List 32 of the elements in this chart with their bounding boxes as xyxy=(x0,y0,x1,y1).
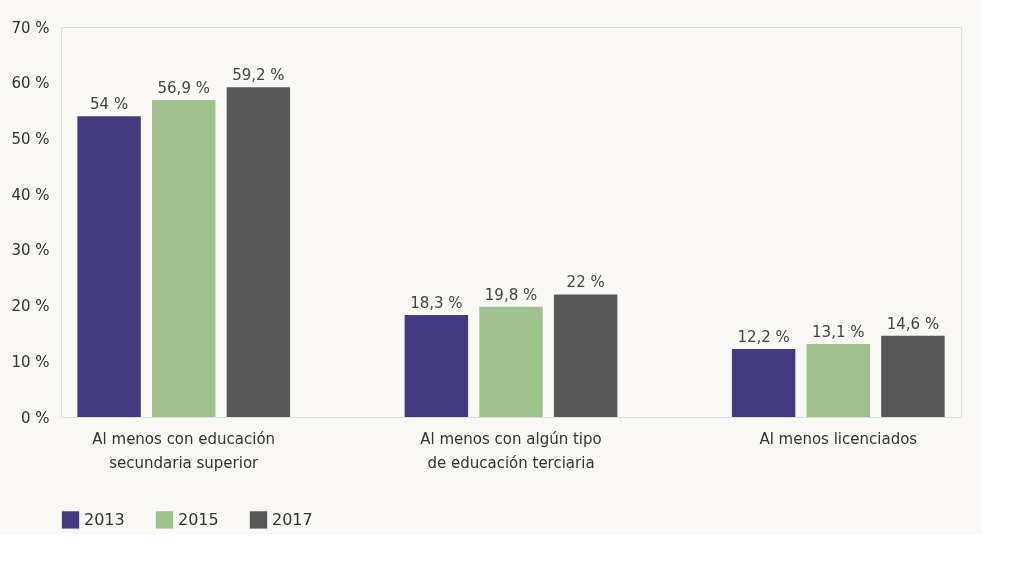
y-tick-label: 10 % xyxy=(11,352,50,371)
y-tick-label: 60 % xyxy=(11,74,50,93)
bar xyxy=(226,87,291,417)
legend-label: 2015 xyxy=(178,509,219,529)
data-label: 12,2 % xyxy=(737,328,790,347)
data-label: 56,9 % xyxy=(157,78,210,97)
y-tick-label: 40 % xyxy=(11,185,50,204)
data-label: 18,3 % xyxy=(410,294,463,313)
x-tick-label: Al menos con algún tipo de educación terciaria xyxy=(420,429,602,472)
legend-label: 2013 xyxy=(84,509,125,529)
data-label: 54 % xyxy=(90,95,129,114)
legend-label: 2017 xyxy=(272,509,313,529)
bar xyxy=(881,335,945,417)
y-tick-label: 0 % xyxy=(20,408,50,427)
bar xyxy=(404,315,469,417)
data-label: 19,8 % xyxy=(484,285,538,304)
bar xyxy=(553,294,618,417)
bar xyxy=(77,116,141,417)
bar xyxy=(479,306,543,417)
data-label: 22 % xyxy=(566,273,605,292)
x-tick-label: Al menos licenciados xyxy=(759,429,918,448)
y-tick-label: 20 % xyxy=(11,297,50,316)
bar xyxy=(152,99,216,417)
bar xyxy=(731,349,796,417)
x-tick-label: Al menos con educación secundaria superior xyxy=(92,429,276,472)
y-tick-label: 70 % xyxy=(11,18,50,37)
y-tick-label: 50 % xyxy=(11,129,50,148)
bar xyxy=(806,344,870,417)
y-tick-label: 30 % xyxy=(11,241,50,260)
data-label: 59,2 % xyxy=(232,66,285,85)
data-label: 13,1 % xyxy=(812,323,865,342)
data-label: 14,6 % xyxy=(886,314,940,333)
